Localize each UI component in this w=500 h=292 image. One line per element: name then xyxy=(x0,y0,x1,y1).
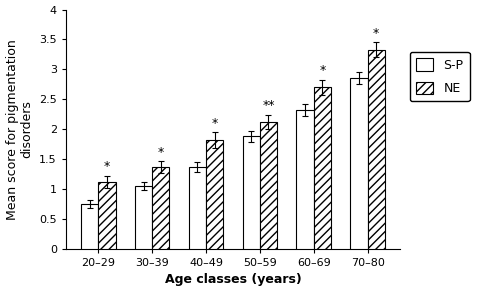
Bar xyxy=(135,186,152,249)
Bar xyxy=(206,140,224,249)
Bar xyxy=(98,182,116,249)
Bar xyxy=(368,50,385,249)
Legend: S-P, NE: S-P, NE xyxy=(410,52,470,101)
Text: **: ** xyxy=(262,100,274,112)
Bar xyxy=(296,110,314,249)
Text: *: * xyxy=(319,64,326,77)
Bar xyxy=(152,167,170,249)
Bar xyxy=(242,136,260,249)
Y-axis label: Mean score for pigmentation
disorders: Mean score for pigmentation disorders xyxy=(6,39,34,220)
Text: *: * xyxy=(373,27,380,40)
Text: *: * xyxy=(158,145,164,159)
Bar xyxy=(189,167,206,249)
Bar xyxy=(350,78,368,249)
Text: *: * xyxy=(212,117,218,130)
Bar xyxy=(314,87,331,249)
Bar xyxy=(81,204,98,249)
Text: *: * xyxy=(104,161,110,173)
X-axis label: Age classes (years): Age classes (years) xyxy=(164,273,302,286)
Bar xyxy=(260,122,277,249)
